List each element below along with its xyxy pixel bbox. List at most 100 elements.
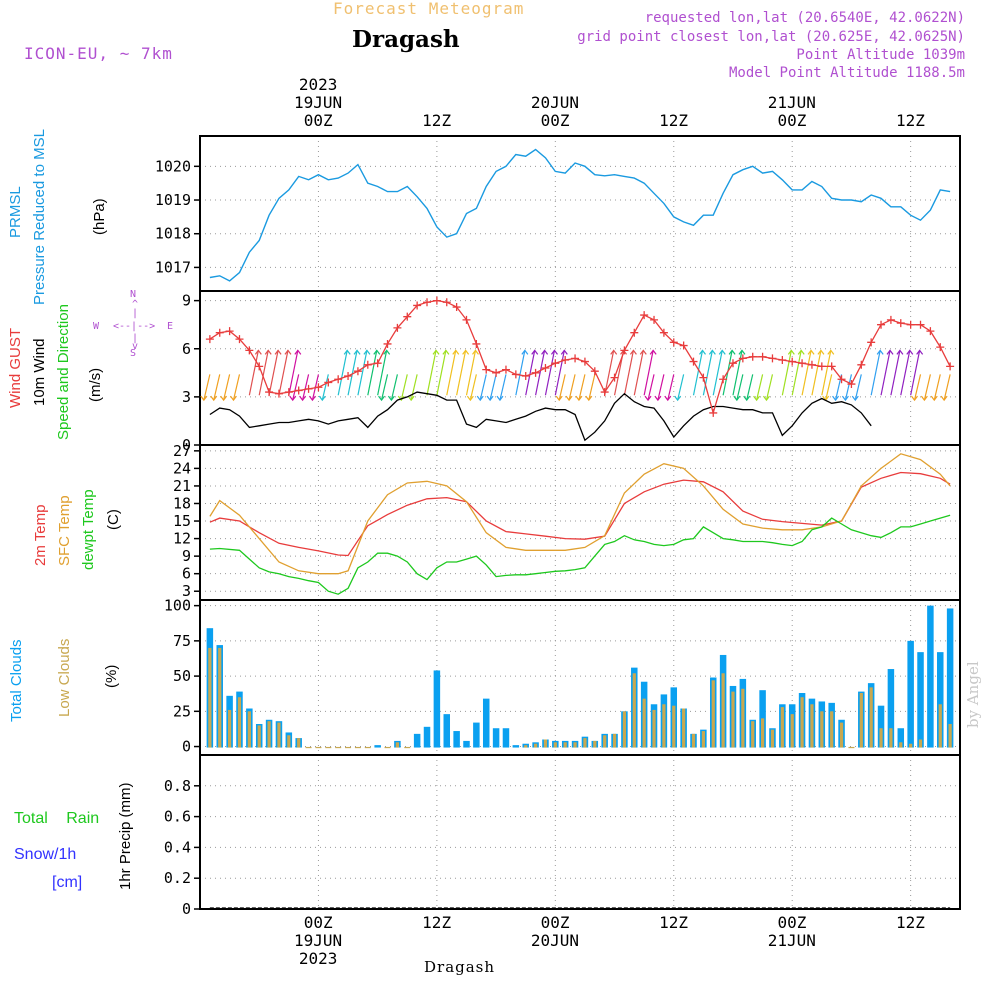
wind-arrow: [821, 350, 832, 396]
wind-arrow-head: [343, 349, 351, 355]
wind-arrow-head: [254, 349, 262, 355]
dewpt-line: [209, 514, 951, 595]
y-tick-label: 24: [173, 459, 191, 477]
wind-arrow-head: [284, 349, 292, 355]
total-clouds-bar: [443, 714, 451, 748]
low-clouds-bar: [395, 742, 400, 748]
y-tick-label: 9: [182, 547, 191, 565]
wind-gust-marker: [946, 362, 955, 371]
wind-arrow-head: [407, 395, 415, 402]
wind-arrow-head: [832, 395, 840, 402]
wind-arrow-head: [486, 395, 494, 402]
wind-arrow-head: [289, 395, 297, 402]
wind-gust-marker: [807, 360, 816, 369]
wind-arrow-head: [930, 395, 938, 402]
low-clouds-bar: [830, 711, 834, 748]
wind-arrow-head: [496, 395, 504, 402]
wind-arrow-head: [550, 349, 558, 355]
y-tick-label: 15: [173, 512, 191, 530]
y-tick-label: 6: [182, 565, 191, 583]
wind-gust-marker: [225, 327, 234, 336]
wind-arrow-head: [654, 395, 662, 402]
wind-gust-marker: [837, 375, 846, 384]
location-title: Dragash: [352, 26, 460, 53]
wind-gust-marker: [492, 368, 501, 377]
wind-arrow-head: [373, 349, 381, 355]
compass-rose: N ^ | W <--|--> E | v S: [93, 289, 174, 359]
y-tick-label: 0.4: [164, 838, 191, 856]
wind-gust-marker: [640, 311, 649, 320]
wind-gust-marker: [896, 319, 905, 328]
time-axis-label: 21JUN: [767, 93, 816, 112]
wind-gust-marker: [571, 354, 580, 363]
total-clouds-bar: [433, 670, 441, 748]
y-tick-label: 1020: [155, 157, 191, 175]
wind-arrow: [568, 374, 576, 401]
low-clouds-bar: [543, 739, 548, 748]
time-axis-label: 00Z: [540, 913, 570, 932]
time-axis-label: 12Z: [422, 913, 452, 932]
panel-frame: [199, 599, 961, 756]
low-clouds-bar: [593, 740, 597, 748]
wind-arrow-head: [200, 395, 208, 402]
wind-arrow: [479, 374, 487, 401]
wind-gust-marker: [699, 373, 708, 382]
y-tick-label: 1019: [155, 191, 191, 209]
sfc-temp-label: SFC Temp: [56, 495, 73, 566]
wind-gust-marker: [758, 352, 767, 361]
wind-gust-marker: [847, 380, 856, 389]
total-clouds-bar: [917, 652, 924, 748]
temp-2m-line: [209, 471, 951, 557]
wind-arrow-head: [476, 395, 484, 402]
wind-arrow: [203, 374, 211, 401]
wind-gust-marker: [817, 362, 826, 371]
wind-arrow-head: [541, 349, 549, 355]
wind-arrow-head: [521, 349, 529, 355]
low-clouds-bar: [879, 728, 883, 748]
pressure-line: [209, 148, 951, 282]
time-axis-label: 12Z: [422, 111, 452, 130]
total-clouds-bar: [374, 745, 381, 748]
wind-arrow: [367, 350, 378, 396]
low-clouds-bar: [751, 721, 755, 748]
wind-gust-marker: [600, 388, 609, 397]
wind-arrow: [870, 350, 881, 396]
wind-arrow: [292, 374, 300, 401]
wind-gust-marker: [432, 296, 441, 305]
wind-arrow: [943, 374, 951, 401]
wind-gust-marker: [709, 408, 718, 417]
time-axis-label: 2023: [298, 949, 338, 968]
low-clouds-bar: [780, 707, 784, 748]
wind-arrow: [465, 350, 477, 396]
wind-arrow: [844, 374, 853, 401]
wind-arrow: [515, 350, 526, 396]
wind-arrow-head: [718, 349, 726, 355]
snow-label: Snow/1h: [14, 846, 77, 863]
low-clouds-bar: [948, 724, 952, 748]
compass-north: N: [130, 289, 137, 300]
wind-arrow-head: [555, 395, 563, 402]
wind-gust-label: Wind GUST: [7, 327, 24, 408]
requested-coords: requested lon,lat (20.6540E, 42.0622N): [644, 10, 965, 26]
wind-arrow: [456, 350, 467, 396]
wind-arrow: [554, 350, 565, 396]
wind-arrow: [781, 350, 792, 396]
y-tick-label: 21: [173, 477, 191, 495]
credit: by Angel: [964, 661, 982, 728]
wind-arrow-head: [353, 349, 361, 355]
low-clouds-bar: [760, 718, 765, 748]
time-axis-label: 12Z: [895, 913, 925, 932]
low-clouds-bar: [701, 731, 705, 748]
y-tick-label: 75: [173, 632, 191, 650]
wind-gust-marker: [561, 355, 570, 364]
wind-arrow: [604, 350, 615, 396]
wind-arrow-head: [308, 395, 316, 402]
total-clouds-bar: [502, 728, 510, 748]
wind-gust-marker: [215, 328, 224, 337]
y-tick-label: 0: [182, 436, 191, 454]
time-axis-label: 00Z: [303, 111, 333, 130]
wind-arrow-head: [585, 395, 593, 402]
time-axis-label: 12Z: [659, 913, 688, 932]
wind-arrow: [268, 350, 279, 396]
wind-arrow: [390, 374, 398, 401]
